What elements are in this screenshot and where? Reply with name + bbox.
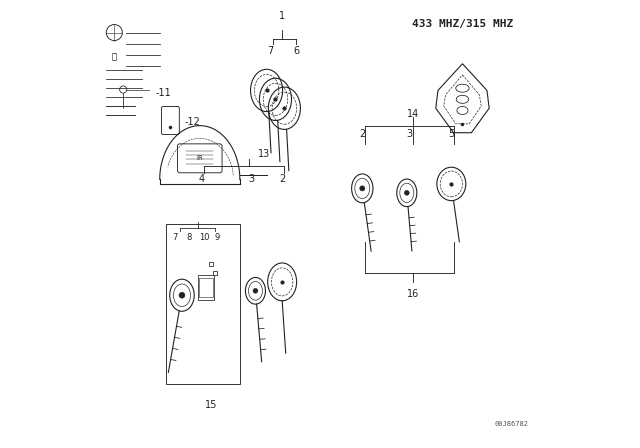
Text: 3: 3 [406,129,412,139]
Text: 8: 8 [187,233,192,242]
Bar [166,224,240,384]
Text: 14: 14 [408,109,420,119]
Text: 5: 5 [448,129,454,139]
Text: 7: 7 [267,46,273,56]
Bar [199,278,213,297]
Bar [198,275,214,300]
Text: 16: 16 [408,289,420,298]
Circle shape [360,186,365,191]
Text: 13: 13 [258,150,271,159]
Text: -12: -12 [184,116,200,127]
Text: 2: 2 [279,174,285,184]
Text: 1: 1 [279,11,285,22]
Circle shape [404,190,409,195]
Text: 433 MHZ/315 MHZ: 433 MHZ/315 MHZ [412,19,513,29]
Text: 15: 15 [205,400,217,410]
Text: 3: 3 [248,174,254,184]
Circle shape [179,292,185,298]
Text: 2: 2 [359,129,365,139]
Text: 10: 10 [199,233,209,242]
Text: 00J86782: 00J86782 [495,422,529,427]
Text: 4: 4 [199,174,205,184]
Text: 7: 7 [173,233,178,242]
Circle shape [253,289,258,293]
Text: IR: IR [196,155,203,161]
Text: 9: 9 [214,233,220,242]
Text: -11: -11 [156,88,171,98]
Text: 🔑: 🔑 [112,52,117,61]
Text: 6: 6 [294,46,300,56]
